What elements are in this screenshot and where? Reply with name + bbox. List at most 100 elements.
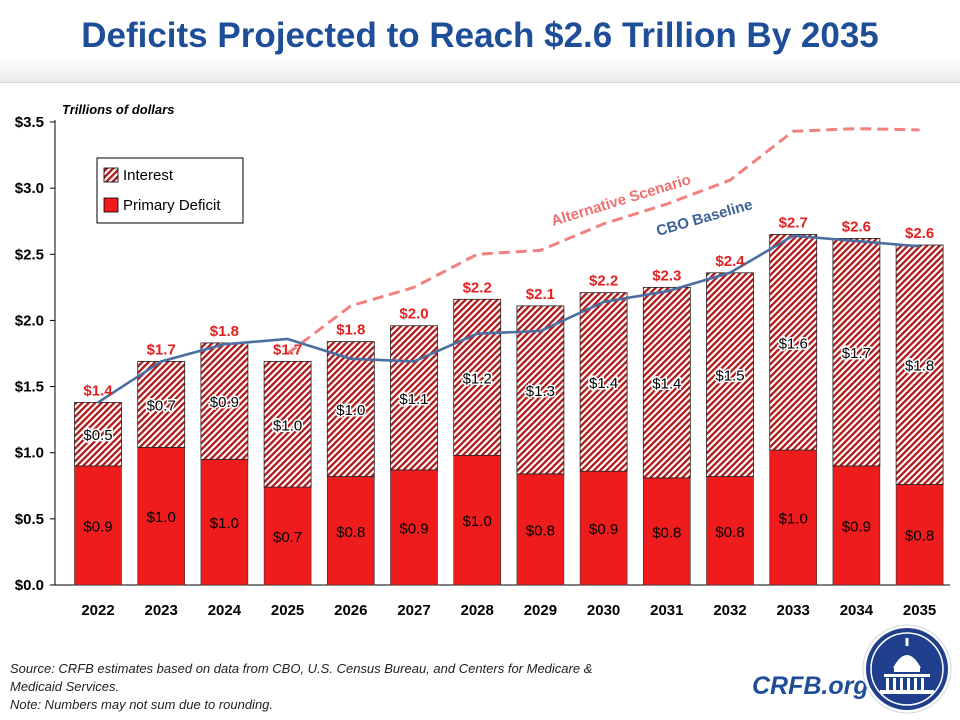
bar-interest — [390, 325, 438, 471]
x-tick-label: 2024 — [208, 602, 242, 619]
bar-primary-deficit — [200, 459, 249, 586]
legend-box — [96, 157, 244, 224]
y-axis-unit-label: Trillions of dollars — [62, 102, 174, 117]
bar-interest — [453, 298, 502, 456]
bar-interest — [706, 272, 754, 477]
data-label-interest: $1.1 — [399, 391, 428, 408]
source-note-line1: Source: CRFB estimates based on data fro… — [10, 661, 593, 676]
data-label-primary-deficit: $1.0 — [463, 513, 492, 530]
x-tick-label: 2029 — [524, 602, 557, 619]
bar-interest — [895, 244, 944, 485]
legend-swatch-interest — [103, 167, 119, 183]
brand-link[interactable]: CRFB.org — [752, 672, 869, 700]
x-tick-label: 2025 — [271, 602, 304, 619]
bar-interest — [137, 361, 186, 448]
y-tick-label: $1.5 — [15, 379, 44, 396]
bar-interest — [579, 292, 628, 472]
data-label-total: $2.2 — [463, 279, 492, 296]
rounding-note: Note: Numbers may not sum due to roundin… — [10, 697, 274, 712]
data-label-primary-deficit: $0.9 — [842, 518, 871, 535]
y-tick-label: $3.5 — [15, 114, 44, 131]
data-label-total: $2.4 — [715, 253, 745, 270]
data-label-interest: $0.9 — [210, 394, 239, 411]
bar-primary-deficit — [516, 473, 565, 586]
x-tick-label: 2031 — [650, 602, 683, 619]
y-tick-label: $0.5 — [15, 511, 44, 528]
data-label-interest: $1.2 — [463, 370, 492, 387]
capitol-seal-icon — [862, 624, 952, 714]
bar-interest — [832, 238, 881, 467]
data-label-primary-deficit: $0.8 — [652, 524, 681, 541]
bar-primary-deficit — [642, 477, 691, 586]
data-label-interest: $0.7 — [147, 397, 176, 414]
data-label-primary-deficit: $0.9 — [399, 520, 428, 537]
bar-interest — [326, 341, 375, 477]
legend-swatch-primary-deficit — [103, 197, 119, 213]
x-tick-label: 2034 — [840, 602, 874, 619]
y-tick-label: $2.5 — [15, 246, 44, 263]
data-label-total: $2.2 — [589, 273, 618, 290]
bar-primary-deficit — [769, 449, 818, 586]
bar-primary-deficit — [390, 469, 438, 586]
source-note-line2: Medicaid Services. — [10, 679, 120, 694]
page-title: Deficits Projected to Reach $2.6 Trillio… — [81, 16, 879, 55]
bar-primary-deficit — [263, 486, 312, 586]
x-tick-label: 2022 — [81, 602, 114, 619]
y-tick-label: $3.0 — [15, 180, 44, 197]
data-label-primary-deficit: $0.8 — [336, 524, 365, 541]
bar-interest — [769, 234, 818, 451]
y-tick-label: $0.0 — [15, 577, 44, 594]
legend-label-primary-deficit: Primary Deficit — [123, 197, 221, 214]
bar-primary-deficit — [74, 465, 122, 586]
data-label-total: $1.8 — [336, 322, 365, 339]
data-label-primary-deficit: $0.9 — [589, 521, 618, 538]
bar-primary-deficit — [706, 476, 754, 586]
data-label-primary-deficit: $0.7 — [273, 529, 302, 546]
x-tick-label: 2026 — [334, 602, 367, 619]
data-label-primary-deficit: $0.8 — [905, 528, 934, 545]
data-label-primary-deficit: $0.8 — [526, 522, 555, 539]
bar-interest — [516, 305, 565, 475]
alternative-scenario-line — [286, 127, 920, 355]
data-label-interest: $1.3 — [526, 383, 555, 400]
data-label-total: $1.7 — [147, 341, 176, 358]
x-tick-label: 2032 — [713, 602, 746, 619]
x-tick-label: 2028 — [461, 602, 494, 619]
data-label-primary-deficit: $1.0 — [779, 511, 808, 528]
data-label-interest: $1.6 — [779, 335, 808, 352]
data-label-interest: $1.5 — [715, 368, 744, 385]
data-label-interest: $1.0 — [273, 417, 302, 434]
bar-interest — [263, 361, 312, 488]
y-tick-label: $2.0 — [15, 312, 44, 329]
data-label-interest: $0.5 — [83, 427, 112, 444]
data-label-interest: $1.7 — [842, 345, 871, 362]
bar-interest — [642, 286, 691, 479]
bar-primary-deficit — [453, 455, 502, 586]
data-label-primary-deficit: $0.9 — [83, 518, 112, 535]
data-label-primary-deficit: $1.0 — [210, 515, 239, 532]
title-bar: Deficits Projected to Reach $2.6 Trillio… — [0, 0, 960, 83]
y-tick-label: $1.0 — [15, 445, 44, 462]
bar-primary-deficit — [895, 484, 944, 586]
data-label-interest: $1.4 — [589, 375, 618, 392]
cbo-baseline-line — [97, 234, 920, 404]
bar-primary-deficit — [326, 476, 375, 586]
data-label-total: $2.6 — [842, 218, 871, 235]
data-label-total: $2.1 — [526, 286, 555, 303]
data-label-interest: $1.4 — [652, 376, 681, 393]
data-label-total: $2.6 — [905, 225, 934, 242]
x-tick-label: 2027 — [397, 602, 430, 619]
x-tick-label: 2033 — [777, 602, 810, 619]
x-tick-label: 2035 — [903, 602, 936, 619]
data-label-total: $2.7 — [779, 214, 808, 231]
data-label-primary-deficit: $0.8 — [715, 524, 744, 541]
data-label-interest: $1.8 — [905, 358, 934, 375]
bar-primary-deficit — [579, 470, 628, 586]
data-label-total: $1.4 — [83, 382, 113, 399]
x-tick-label: 2023 — [145, 602, 178, 619]
data-label-total: $1.7 — [273, 341, 302, 358]
data-label-total: $2.3 — [652, 267, 681, 284]
data-label-interest: $1.0 — [336, 402, 365, 419]
bar-primary-deficit — [832, 465, 881, 586]
